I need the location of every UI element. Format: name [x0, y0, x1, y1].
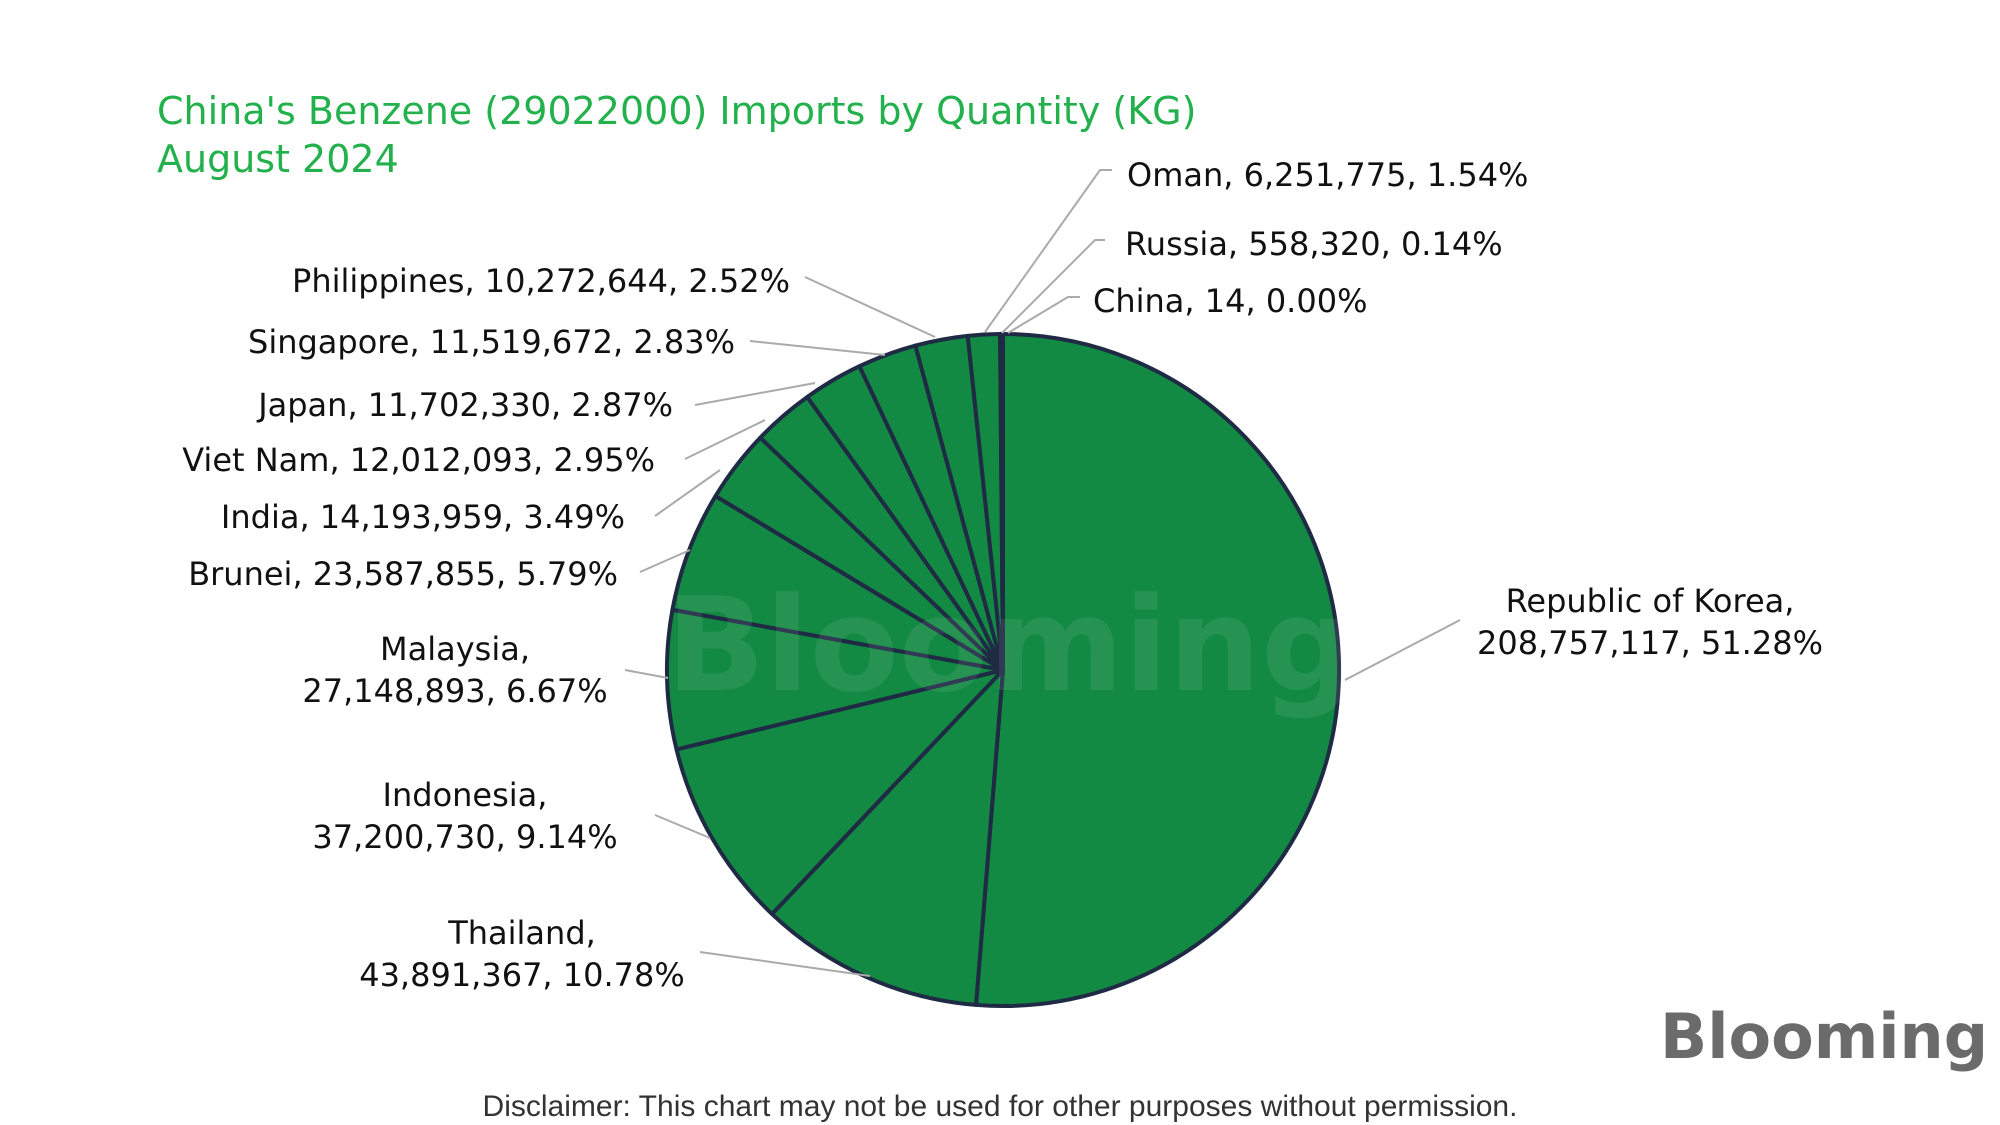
slice-label-viet-nam: Viet Nam, 12,012,093, 2.95%	[182, 441, 655, 479]
leader-line-indonesia	[654, 814, 711, 839]
slice-label-brunei: Brunei, 23,587,855, 5.79%	[188, 555, 618, 593]
leader-lines	[624, 169, 1461, 977]
leader-line-india	[654, 469, 721, 517]
leader-line-brunei	[639, 549, 691, 573]
slice-label-india: India, 14,193,959, 3.49%	[221, 498, 625, 536]
slice-label-oman: Oman, 6,251,775, 1.54%	[1127, 156, 1528, 194]
slice-label-china: China, 14, 0.00%	[1093, 282, 1367, 320]
leader-line-china	[1007, 296, 1080, 334]
slice-label-malaysia: Malaysia, 27,148,893, 6.67%	[302, 630, 607, 710]
leader-line-philippines	[804, 276, 936, 338]
logo-text: Blooming	[1660, 1000, 1988, 1073]
slice-label-indonesia: Indonesia, 37,200,730, 9.14%	[312, 776, 617, 856]
pie-slices	[665, 331, 1342, 1008]
leader-line-oman	[984, 169, 1112, 333]
leader-line-malaysia	[624, 669, 669, 679]
slice-labels: Republic of Korea, 208,757,117, 51.28% Tha…	[182, 156, 1823, 994]
slice-label-republic-of-korea: Republic of Korea, 208,757,117, 51.28%	[1477, 582, 1823, 662]
blooming-logo: Blooming	[1660, 1000, 1988, 1073]
leader-line-republic-of-korea	[1344, 619, 1461, 681]
leader-line-viet-nam	[684, 419, 766, 460]
disclaimer: Disclaimer: This chart may not be used f…	[482, 1090, 1518, 1123]
leader-line-thailand	[699, 951, 871, 977]
slice-label-singapore: Singapore, 11,519,672, 2.83%	[248, 323, 735, 361]
leader-line-russia	[1001, 239, 1105, 334]
watermark: Blooming	[666, 569, 1354, 721]
leader-line-singapore	[749, 340, 886, 356]
slice-label-russia: Russia, 558,320, 0.14%	[1125, 225, 1503, 263]
pie-slice-republic-of-korea	[974, 332, 1342, 1008]
slice-label-philippines: Philippines, 10,272,644, 2.52%	[292, 262, 790, 300]
pie-slice-malaysia	[665, 607, 1005, 752]
chart-subtitle: August 2024	[157, 137, 399, 181]
leader-line-japan	[694, 382, 816, 406]
pie-slice-thailand	[770, 668, 1005, 1007]
chart-title: China's Benzene (29022000) Imports by Qu…	[157, 89, 1196, 133]
slice-label-japan: Japan, 11,702,330, 2.87%	[256, 386, 673, 424]
slice-label-thailand: Thailand, 43,891,367, 10.78%	[359, 914, 685, 994]
